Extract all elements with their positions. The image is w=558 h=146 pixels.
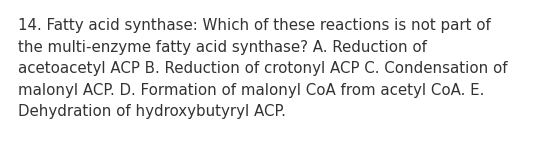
Text: 14. Fatty acid synthase: Which of these reactions is not part of
the multi-enzym: 14. Fatty acid synthase: Which of these … [18, 18, 508, 119]
